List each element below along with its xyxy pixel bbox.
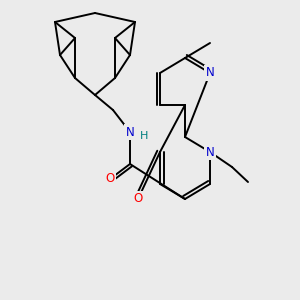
Text: O: O	[134, 193, 142, 206]
Text: H: H	[140, 131, 148, 141]
Text: N: N	[206, 67, 214, 80]
Text: N: N	[126, 125, 134, 139]
Text: N: N	[206, 146, 214, 158]
Text: O: O	[105, 172, 115, 185]
